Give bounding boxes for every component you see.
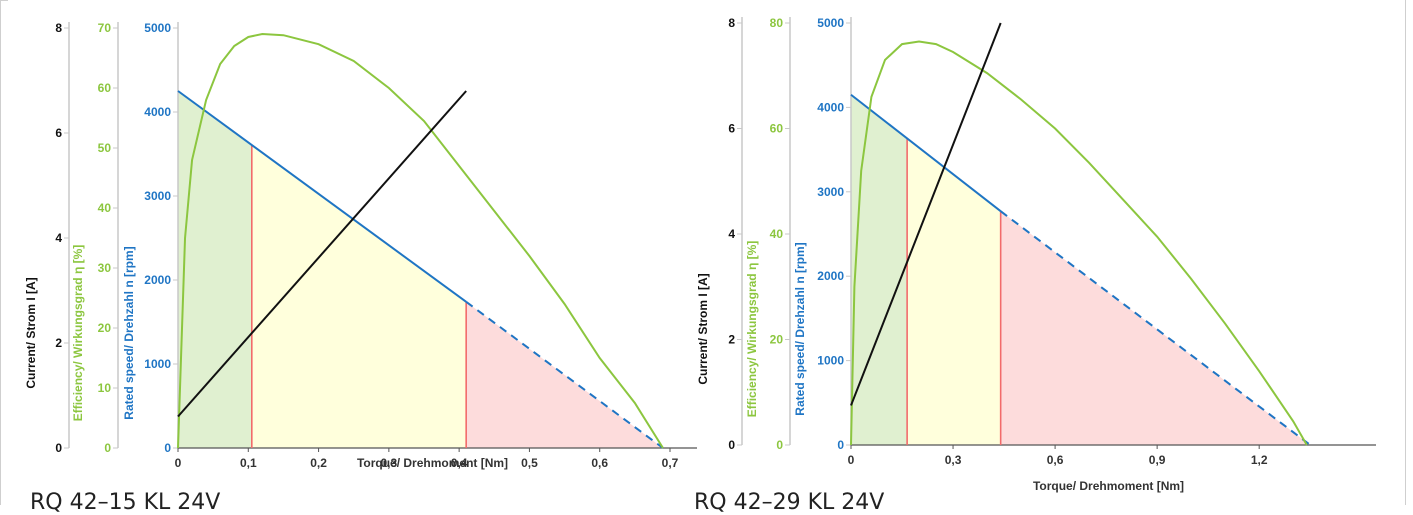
efficiency-tick-label: 40 — [770, 227, 784, 241]
efficiency-tick-label: 10 — [98, 381, 112, 395]
zone-green — [178, 91, 252, 448]
speed-tick-label: 0 — [837, 438, 844, 452]
frame-top-left — [0, 0, 8, 1]
speed-line — [850, 93, 1002, 213]
current-tick-label: 6 — [55, 126, 62, 140]
current-tick-label: 6 — [728, 122, 735, 136]
efficiency-tick-label: 50 — [98, 141, 112, 155]
chart-1: 0 2 4 6 8 Current/ Strom I [A] 0 10 20 30 40 50 60 70… — [24, 21, 697, 470]
speed-tick-label: 0 — [164, 441, 171, 455]
chart-caption-left: RQ 42–15 KL 24V — [30, 490, 221, 515]
current-tick-label: 8 — [55, 21, 62, 35]
frame-right — [1405, 0, 1406, 505]
x-tick-label: 0,5 — [521, 456, 538, 470]
x-tick-label: 0,7 — [662, 456, 679, 470]
efficiency-curve — [850, 40, 1308, 446]
speed-tick-label: 3000 — [144, 189, 171, 203]
speed-tick-label: 4000 — [144, 105, 171, 119]
current-tick-label: 2 — [728, 333, 735, 347]
efficiency-tick-label: 0 — [104, 441, 111, 455]
speed-tick-label: 5000 — [817, 16, 844, 30]
efficiency-tick-label: 0 — [776, 438, 783, 452]
x-tick-label: 0,9 — [1149, 453, 1166, 467]
current-axis-label: Current/ Strom I [A] — [24, 277, 38, 388]
current-tick-label: 0 — [728, 438, 735, 452]
x-tick-label: 0,6 — [1047, 453, 1064, 467]
efficiency-tick-label: 80 — [770, 16, 784, 30]
x-tick-label: 0,2 — [310, 456, 327, 470]
speed-line — [177, 90, 467, 303]
zone-yellow — [907, 138, 1001, 446]
speed-axis-label: Rated speed/ Drehzahl n [rpm] — [793, 242, 807, 415]
x-axis-label: Torque/ Drehmoment [Nm] — [357, 456, 508, 470]
speed-axis-label: Rated speed/ Drehzahl n [rpm] — [122, 246, 136, 419]
speed-line-dashed — [1000, 210, 1311, 446]
speed-tick-label: 4000 — [817, 100, 844, 114]
speed-tick-label: 1000 — [144, 357, 171, 371]
current-tick-label: 8 — [728, 16, 735, 30]
x-tick-label: 0 — [848, 453, 855, 467]
speed-tick-label: 2000 — [144, 273, 171, 287]
current-tick-label: 4 — [55, 231, 62, 245]
efficiency-tick-label: 20 — [770, 333, 784, 347]
efficiency-tick-label: 60 — [98, 81, 112, 95]
frame-left — [0, 0, 1, 505]
zone-yellow — [251, 144, 467, 448]
zone-red — [1000, 211, 1311, 445]
current-line — [177, 90, 467, 418]
current-axis-label: Current/ Strom I [A] — [696, 273, 710, 384]
efficiency-tick-label: 20 — [98, 321, 112, 335]
speed-tick-label: 1000 — [817, 354, 844, 368]
x-tick-label: 0,3 — [945, 453, 962, 467]
speed-tick-label: 5000 — [144, 21, 171, 35]
speed-tick-label: 2000 — [817, 269, 844, 283]
efficiency-axis-label: Efficiency/ Wirkungsgrad η [%] — [745, 241, 759, 418]
zone-green — [851, 94, 908, 446]
efficiency-tick-label: 30 — [98, 261, 112, 275]
current-tick-label: 2 — [55, 336, 62, 350]
efficiency-tick-label: 40 — [98, 201, 112, 215]
speed-tick-label: 3000 — [817, 185, 844, 199]
current-tick-label: 0 — [55, 441, 62, 455]
x-tick-label: 0,6 — [591, 456, 608, 470]
x-axis-label: Torque/ Drehmoment [Nm] — [1033, 479, 1184, 493]
x-tick-label: 0,3 — [381, 456, 398, 470]
x-tick-label: 0,1 — [240, 456, 257, 470]
chart-caption-right: RQ 42–29 KL 24V — [694, 490, 885, 515]
current-line — [850, 22, 1002, 406]
x-tick-label: 0,4 — [451, 456, 468, 470]
efficiency-curve — [177, 32, 664, 449]
efficiency-axis-label: Efficiency/ Wirkungsgrad η [%] — [71, 245, 85, 422]
x-tick-label: 1,2 — [1251, 453, 1268, 467]
current-tick-label: 4 — [728, 227, 735, 241]
x-tick-label: 0 — [175, 456, 182, 470]
efficiency-tick-label: 70 — [98, 21, 112, 35]
chart-2: 0 2 4 6 8 Current/ Strom I [A] 0 20 40 60 80 Effici… — [696, 16, 1376, 493]
efficiency-tick-label: 60 — [770, 122, 784, 136]
